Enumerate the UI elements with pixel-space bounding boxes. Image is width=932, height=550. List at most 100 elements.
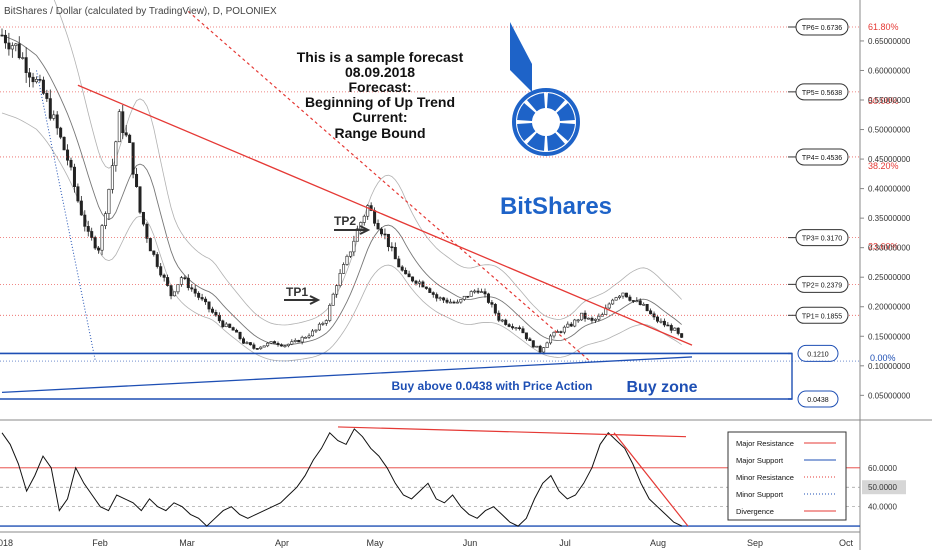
candle-body <box>38 79 42 81</box>
candle-body <box>431 292 435 295</box>
osc-divergence-line <box>337 426 687 438</box>
candle-body <box>638 300 642 306</box>
support-level-badge <box>797 390 839 408</box>
candle-body <box>469 291 473 297</box>
candle-body <box>483 291 487 295</box>
legend: Major Resistance Major Support Minor Resis… <box>727 431 847 521</box>
candle-body <box>631 300 635 302</box>
candle-body <box>283 345 287 348</box>
tp2-annotation: TP2 <box>334 214 356 228</box>
candle-body <box>310 330 314 337</box>
tp1-annotation: TP1 <box>286 285 308 299</box>
legend-label: Major Resistance <box>736 439 794 448</box>
x-tick-label: May <box>366 538 384 548</box>
candle-body <box>517 327 521 329</box>
candle-body <box>28 72 32 78</box>
candle-body <box>69 159 73 168</box>
candle-body <box>473 290 477 293</box>
candle-body <box>476 290 480 293</box>
candle-body <box>379 228 383 235</box>
fib-label: 61.80% <box>868 22 899 32</box>
logo-segment <box>527 132 545 151</box>
candle-body <box>559 331 563 333</box>
candle-body <box>21 57 25 59</box>
x-tick-label: Jul <box>559 538 571 548</box>
candle-body <box>186 277 190 289</box>
fib-label: 23.60% <box>868 242 899 252</box>
candle-body <box>642 304 646 306</box>
candle-body <box>428 288 432 293</box>
candle-body <box>221 320 225 328</box>
candle-body <box>576 319 580 322</box>
target-level-label: TP1= 0.1855 <box>802 313 842 320</box>
candle-body <box>228 323 232 328</box>
candle-body <box>107 189 111 214</box>
candle-body <box>328 305 332 321</box>
fib-zero-label: 0.00% <box>870 353 896 363</box>
candle-body <box>55 114 59 129</box>
candle-body <box>72 166 76 187</box>
osc-divergence-line <box>613 432 689 527</box>
candle-body <box>597 315 601 320</box>
chart-title: BitShares / Dollar (calculated by Tradin… <box>4 6 277 17</box>
candle-body <box>414 280 418 284</box>
candle-body <box>542 347 546 353</box>
candle-body <box>217 314 221 322</box>
middle-band <box>1 34 682 346</box>
candle-body <box>459 299 463 303</box>
candle-body <box>317 323 321 331</box>
candle-body <box>7 42 11 50</box>
candle-body <box>590 317 594 321</box>
candle-body <box>669 325 673 331</box>
candle-body <box>286 343 290 347</box>
y-tick-label: 0.45000000 <box>868 155 911 164</box>
candle-body <box>245 342 249 344</box>
candle-body <box>338 273 342 286</box>
candle-body <box>448 301 452 304</box>
candle-body <box>214 312 218 316</box>
candle-body <box>17 43 21 58</box>
candle-body <box>507 324 511 327</box>
candle-body <box>421 281 425 288</box>
buy-zone-bracket <box>788 352 793 400</box>
lower-band <box>1 112 682 362</box>
logo-segment <box>547 93 565 112</box>
x-tick-label: 2018 <box>0 538 13 548</box>
candle-body <box>618 295 622 298</box>
candle-body <box>373 210 377 224</box>
candle-body <box>538 345 542 353</box>
candle-body <box>152 250 156 255</box>
logo-outer <box>512 88 580 156</box>
candle-body <box>290 341 294 345</box>
x-tick-label: Sep <box>747 538 763 548</box>
y-tick-label: 0.35000000 <box>868 214 911 223</box>
candle-body <box>24 57 28 73</box>
candle-body <box>41 79 45 94</box>
price-candles <box>0 28 684 354</box>
candle-body <box>521 328 525 334</box>
candle-body <box>252 344 256 349</box>
candle-body <box>66 149 70 161</box>
legend-label: Major Support <box>736 456 784 465</box>
candle-body <box>462 295 466 300</box>
candle-body <box>390 246 394 249</box>
x-tick-label: Feb <box>92 538 108 548</box>
candle-body <box>128 134 132 143</box>
candle-body <box>162 274 166 278</box>
candle-body <box>480 291 484 293</box>
candle-body <box>348 251 352 257</box>
candle-body <box>159 266 163 276</box>
candle-body <box>369 205 373 211</box>
candle-body <box>224 323 228 328</box>
candle-body <box>297 340 301 343</box>
buy-zone-label: Buy zone <box>626 379 697 396</box>
y-tick-label: 0.50000000 <box>868 126 911 135</box>
candle-body <box>83 214 87 227</box>
candle-body <box>266 342 270 347</box>
candle-body <box>176 284 180 293</box>
logo-segment <box>556 123 575 141</box>
candle-body <box>231 327 235 331</box>
legend-box <box>727 431 847 521</box>
